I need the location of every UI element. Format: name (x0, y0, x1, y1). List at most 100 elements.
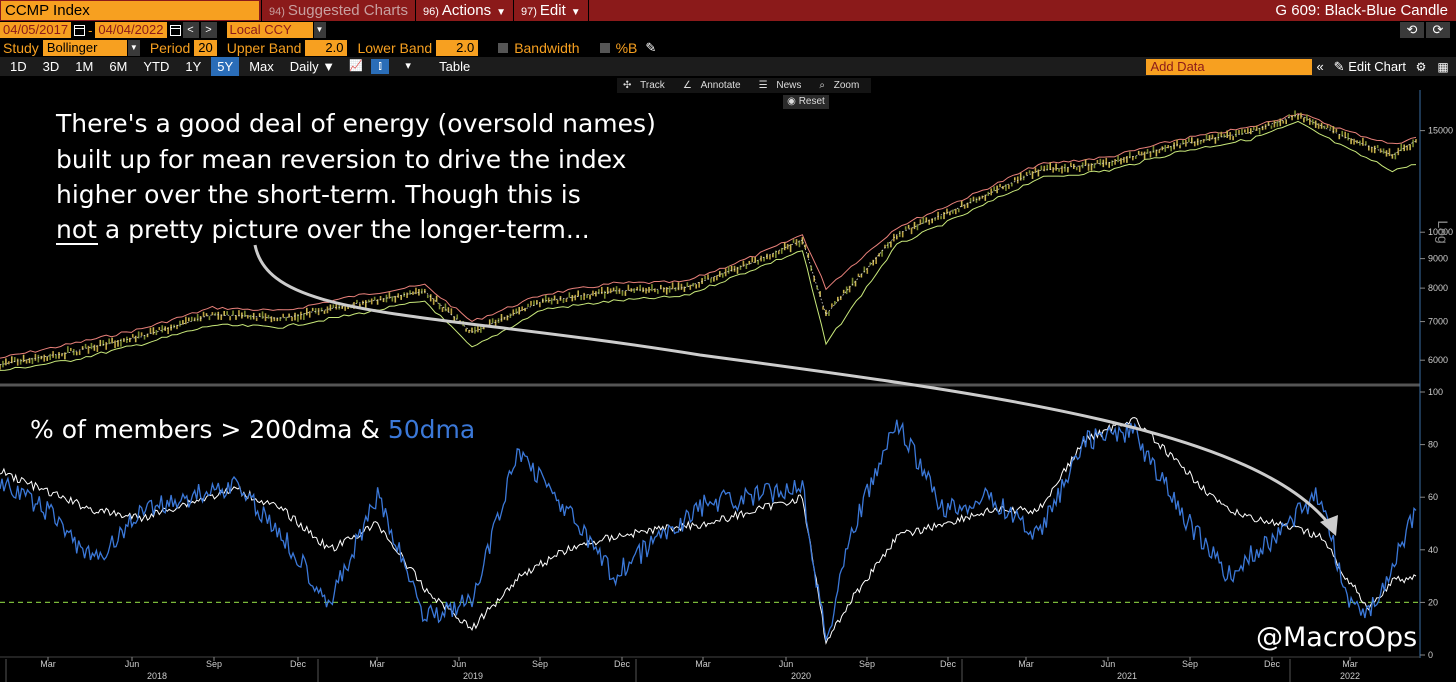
candle (214, 312, 217, 316)
candle (925, 217, 928, 223)
zoom-button[interactable]: ⌕ Zoom (819, 80, 860, 91)
end-date-field[interactable]: 04/04/2022 (95, 22, 167, 38)
upper-band-field[interactable]: 2.0 (305, 40, 348, 56)
period-6m[interactable]: 6M (109, 59, 128, 74)
candle (291, 316, 293, 322)
table-button[interactable]: Table (439, 59, 471, 74)
candle (960, 200, 963, 208)
frequency-label: Daily (289, 59, 319, 74)
x-tick-label: Dec (614, 659, 631, 669)
currency-field[interactable]: Local CCY (226, 22, 313, 38)
next-button[interactable]: > (200, 22, 217, 38)
candle (453, 316, 456, 322)
suggested-charts-menu[interactable]: 94) Suggested Charts (264, 0, 413, 21)
study-field[interactable]: Bollinger (42, 40, 127, 56)
track-button[interactable]: ✣ Track (623, 80, 665, 91)
y-tick-label: 60 (1428, 492, 1438, 502)
undo-button[interactable]: ⟲ (1400, 22, 1424, 38)
expand-icon[interactable]: « (1316, 59, 1324, 74)
candle (1205, 133, 1208, 141)
frequency-dropdown[interactable]: Daily ▼ (284, 57, 341, 76)
period-max[interactable]: Max (249, 59, 274, 74)
candle (388, 292, 391, 299)
candle (438, 302, 441, 310)
candle (1143, 151, 1146, 159)
x-tick-label: Mar (40, 659, 56, 669)
chart-template-title: G 609: Black-Blue Candle (1275, 2, 1448, 19)
pencil-icon[interactable]: ✎ (645, 40, 657, 55)
candle (117, 340, 119, 347)
candle (589, 294, 591, 300)
line-chart-icon[interactable]: 📈 (349, 60, 363, 72)
start-date-field[interactable]: 04/05/2017 (0, 22, 72, 38)
annotate-button[interactable]: ∠ Annotate (682, 80, 741, 91)
reset-button[interactable]: ◉ Reset (783, 95, 829, 109)
add-data-field[interactable]: Add Data (1146, 58, 1313, 75)
candle (1285, 119, 1287, 125)
period-bar: 1D 3D 1M 6M YTD 1Y 5Y Max Daily ▼ 📈 ⫾ ▾ … (0, 57, 1456, 76)
candle (727, 265, 730, 274)
edit-menu[interactable]: 97) Edit ▼ (516, 0, 586, 21)
calendar-icon[interactable] (74, 24, 86, 36)
candle (1108, 162, 1110, 168)
settings-icon[interactable]: ⚙ (1415, 59, 1427, 74)
pctb-checkbox[interactable] (599, 43, 610, 53)
chart-toolbar: ✣ Track ∠ Annotate ☰ News ⌕ Zoom (617, 78, 872, 93)
candle (518, 307, 520, 315)
grid-icon[interactable]: ▦ (1437, 59, 1449, 74)
candle-chart-icon[interactable]: ⫾ (371, 59, 390, 74)
period-field[interactable]: 20 (194, 40, 217, 56)
candle (220, 314, 223, 320)
chevron-down-icon: ▼ (570, 7, 581, 18)
study-dropdown-button[interactable]: ▼ (127, 40, 140, 56)
candle (1114, 159, 1116, 165)
period-1d[interactable]: 1D (10, 59, 27, 74)
candle (279, 317, 282, 322)
candle (633, 288, 636, 293)
candle (37, 354, 40, 363)
candle (1123, 156, 1125, 163)
candle (500, 314, 503, 322)
period-3d[interactable]: 3D (42, 59, 60, 74)
currency-dropdown-button[interactable]: ▼ (313, 22, 326, 38)
chevron-down-icon[interactable]: ▾ (405, 60, 411, 72)
lower-band-field[interactable]: 2.0 (436, 40, 479, 56)
bandwidth-checkbox[interactable] (498, 43, 509, 53)
candle (55, 354, 57, 359)
ticker-field[interactable]: CCMP Index (1, 1, 259, 20)
candle (845, 286, 848, 295)
calendar-icon[interactable] (169, 24, 181, 36)
period-1y[interactable]: 1Y (185, 59, 202, 74)
candle (993, 186, 995, 192)
prev-button[interactable]: < (182, 22, 199, 38)
period-5y[interactable]: 5Y (211, 57, 240, 76)
candle (300, 311, 302, 320)
redo-button[interactable]: ⟳ (1426, 22, 1450, 38)
candle (129, 337, 131, 343)
candle (609, 288, 612, 294)
y-tick-label: 80 (1428, 440, 1438, 450)
candle (556, 299, 559, 304)
candle (934, 217, 936, 221)
candle (477, 325, 479, 333)
candle (397, 293, 400, 298)
candle (429, 294, 432, 302)
candle (654, 288, 656, 293)
period-1m[interactable]: 1M (75, 59, 94, 74)
news-button[interactable]: ☰ News (758, 80, 802, 91)
candle (739, 265, 742, 270)
candle (255, 317, 258, 321)
candle (1279, 118, 1282, 127)
upper-band-label: Upper Band (226, 40, 302, 56)
candle (143, 335, 146, 340)
candle (598, 289, 600, 295)
actions-menu[interactable]: 96) Actions ▼ (418, 0, 511, 21)
edit-chart-button[interactable]: ✎ Edit Chart (1334, 59, 1406, 75)
candle (801, 237, 804, 245)
candle (742, 260, 745, 267)
x-tick-label: Dec (940, 659, 957, 669)
period-ytd[interactable]: YTD (143, 59, 170, 74)
candle (11, 356, 13, 364)
candle (509, 313, 512, 318)
candle (8, 361, 10, 365)
